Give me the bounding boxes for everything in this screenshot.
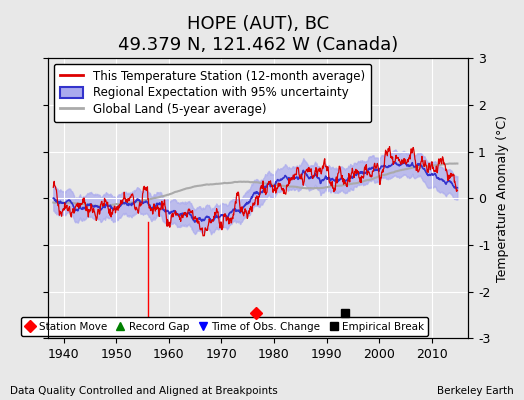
Legend: Station Move, Record Gap, Time of Obs. Change, Empirical Break: Station Move, Record Gap, Time of Obs. C… (21, 317, 428, 336)
Title: HOPE (AUT), BC
49.379 N, 121.462 W (Canada): HOPE (AUT), BC 49.379 N, 121.462 W (Cana… (118, 15, 398, 54)
Text: Berkeley Earth: Berkeley Earth (437, 386, 514, 396)
Text: Data Quality Controlled and Aligned at Breakpoints: Data Quality Controlled and Aligned at B… (10, 386, 278, 396)
Y-axis label: Temperature Anomaly (°C): Temperature Anomaly (°C) (496, 115, 509, 282)
